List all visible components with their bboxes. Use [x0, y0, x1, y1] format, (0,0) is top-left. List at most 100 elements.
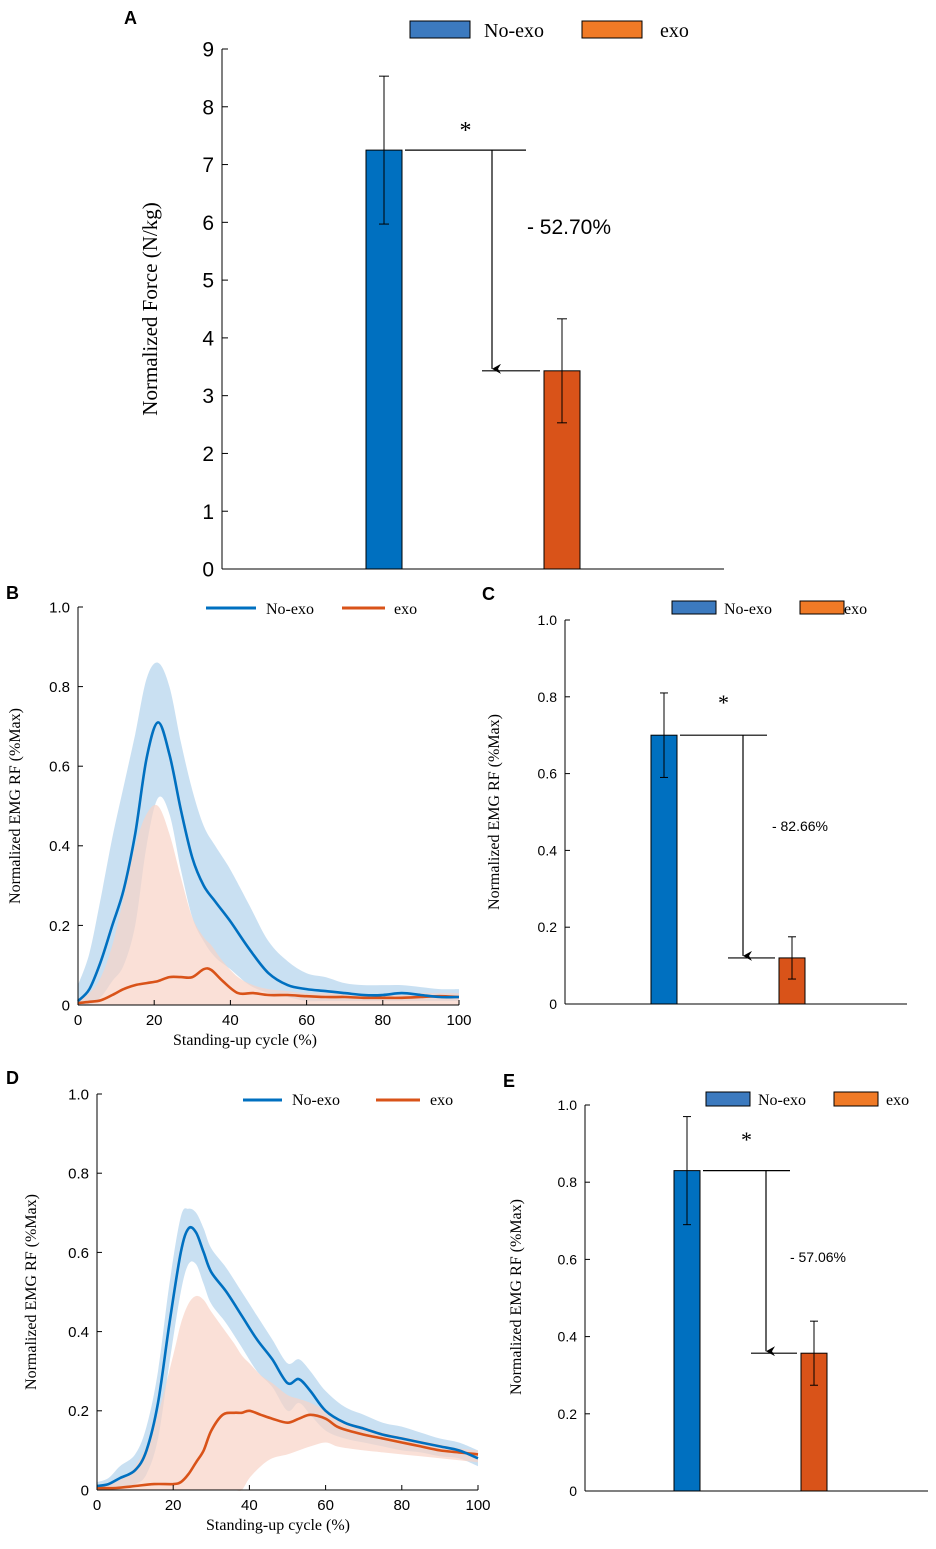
x-tick-label: 20 [165, 1497, 182, 1514]
y-tick-label: 0.2 [49, 918, 70, 935]
error-band-no-exo [97, 1208, 478, 1491]
change-label-c: - 82.66% [772, 818, 828, 834]
x-tick-label: 80 [374, 1012, 391, 1029]
series-lines-b [77, 721, 460, 1005]
panel-letter-e: E [503, 1071, 515, 1091]
y-tick-label: 1.0 [558, 1097, 578, 1113]
y-tick-label: 0.6 [538, 766, 558, 782]
x-axis-label-b: Standing-up cycle (%) [173, 1032, 317, 1049]
legend-label-no-exo-c: No-exo [724, 601, 772, 618]
panel-letter-c: C [482, 584, 495, 604]
x-tick-label: 100 [465, 1497, 490, 1514]
significance-star-a: * [460, 118, 472, 144]
legend-e: No-exo exo [705, 1091, 909, 1109]
y-tick-label: 9 [202, 39, 214, 62]
legend-label-no-exo-b: No-exo [266, 601, 314, 618]
y-axis-label-c: Normalized EMG RF (%Max) [486, 714, 503, 910]
series-line-no-exo [96, 1225, 479, 1488]
y-axis-label-d: Normalized EMG RF (%Max) [23, 1194, 40, 1390]
panel-e: E No-exo exo 0 0.2 0.4 0.6 0.8 1.0 Normalized… [503, 1071, 928, 1499]
y-tick-label: 0 [569, 1483, 577, 1499]
y-axis-label-a: Normalized Force (N/kg) [138, 202, 162, 415]
significance-annotation-e: * - 57.06% [703, 1127, 846, 1357]
bar-no-exo [650, 734, 678, 1005]
y-tick-label: 4 [202, 327, 214, 350]
legend-label-exo: exo [660, 20, 689, 42]
y-tick-label: 1 [202, 501, 214, 524]
x-tick-label: 40 [222, 1012, 239, 1029]
y-tick-label: 7 [202, 154, 214, 177]
y-tick-label: 0 [202, 559, 214, 582]
x-tick-label: 0 [93, 1497, 101, 1514]
y-tick-label: 0.8 [68, 1166, 89, 1183]
series-line-no-exo [77, 721, 460, 1002]
significance-annotation-c: * - 82.66% [680, 690, 828, 961]
legend-label-no-exo: No-exo [484, 20, 544, 42]
error-band-exo [78, 804, 459, 1005]
y-tick-label: 0 [62, 997, 70, 1014]
legend-d: No-exo exo [243, 1092, 453, 1109]
y-tick-label: 1.0 [49, 599, 70, 616]
y-tick-label: 1.0 [538, 612, 558, 628]
x-tick-label: 40 [241, 1497, 258, 1514]
y-tick-label: 0 [81, 1482, 89, 1499]
y-tick-label: 3 [202, 385, 214, 408]
error-bands-d [97, 1208, 478, 1491]
y-tick-label: 8 [202, 96, 214, 119]
y-ticks-d: 0 0.2 0.4 0.6 0.8 1.0 [68, 1086, 102, 1499]
significance-star-e: * [741, 1127, 752, 1152]
y-ticks-c: 0 0.2 0.4 0.6 0.8 1.0 [538, 612, 570, 1012]
x-tick-label: 60 [298, 1012, 315, 1029]
y-axis-label-b: Normalized EMG RF (%Max) [7, 708, 24, 904]
x-tick-label: 20 [146, 1012, 163, 1029]
legend-label-exo-d: exo [430, 1092, 453, 1109]
legend-swatch-exo-c [799, 600, 845, 615]
legend-label-exo-c: exo [844, 601, 867, 618]
error-band-exo [97, 1295, 478, 1491]
y-ticks-b: 0 0.2 0.4 0.6 0.8 1.0 [49, 599, 83, 1014]
y-tick-label: 0.6 [68, 1245, 89, 1262]
legend-c: No-exo exo [671, 600, 867, 618]
panel-letter-a: A [124, 8, 137, 28]
y-tick-label: 0.4 [49, 838, 70, 855]
y-tick-label: 0.2 [558, 1406, 578, 1422]
bars-a [365, 75, 581, 570]
y-tick-label: 0.6 [558, 1251, 578, 1267]
panel-d: D No-exo exo 0 0.2 0.4 0.6 0.8 1.0 0 20 40 60 80 1… [6, 1068, 491, 1534]
legend-label-no-exo-d: No-exo [292, 1092, 340, 1109]
x-axis-label-d: Standing-up cycle (%) [206, 1517, 350, 1534]
x-tick-label: 100 [446, 1012, 471, 1029]
y-tick-label: 0.8 [538, 689, 558, 705]
y-tick-label: 0.4 [558, 1329, 578, 1345]
y-tick-label: 0.2 [538, 919, 558, 935]
y-ticks-a: 0 1 2 3 4 5 6 7 8 9 [202, 39, 228, 582]
panel-letter-d: D [6, 1068, 19, 1088]
legend-swatch-no-exo [409, 20, 471, 39]
x-tick-label: 0 [74, 1012, 82, 1029]
legend-a: No-exo exo [409, 20, 689, 42]
y-tick-label: 0.4 [538, 842, 558, 858]
y-tick-label: 0.6 [49, 759, 70, 776]
change-label-a: - 52.70% [527, 216, 611, 239]
significance-annotation-a: * - 52.70% [405, 118, 611, 374]
y-tick-label: 0.2 [68, 1403, 89, 1420]
change-label-e: - 57.06% [790, 1249, 846, 1265]
panel-b: B No-exo exo 0 0.2 0.4 0.6 0.8 1.0 0 20 40 60 80 1… [6, 583, 472, 1049]
x-tick-label: 60 [317, 1497, 334, 1514]
series-line-exo [96, 1409, 479, 1490]
panel-letter-b: B [6, 583, 19, 603]
x-ticks-d: 0 20 40 60 80 100 [93, 1485, 491, 1514]
legend-swatch-no-exo-c [671, 600, 717, 615]
y-tick-label: 5 [202, 270, 214, 293]
y-tick-label: 0.8 [49, 679, 70, 696]
y-tick-label: 1.0 [68, 1086, 89, 1103]
y-tick-label: 0 [549, 996, 557, 1012]
x-tick-label: 80 [393, 1497, 410, 1514]
error-band-no-exo [78, 662, 459, 1006]
x-ticks-b: 0 20 40 60 80 100 [74, 1000, 472, 1029]
bars-c [650, 692, 806, 1005]
y-tick-label: 0.8 [558, 1174, 578, 1190]
panel-a: A No-exo exo 0 1 2 3 4 5 6 7 8 9 Normalized Force… [124, 8, 724, 582]
y-ticks-e: 0 0.2 0.4 0.6 0.8 1.0 [558, 1097, 590, 1499]
